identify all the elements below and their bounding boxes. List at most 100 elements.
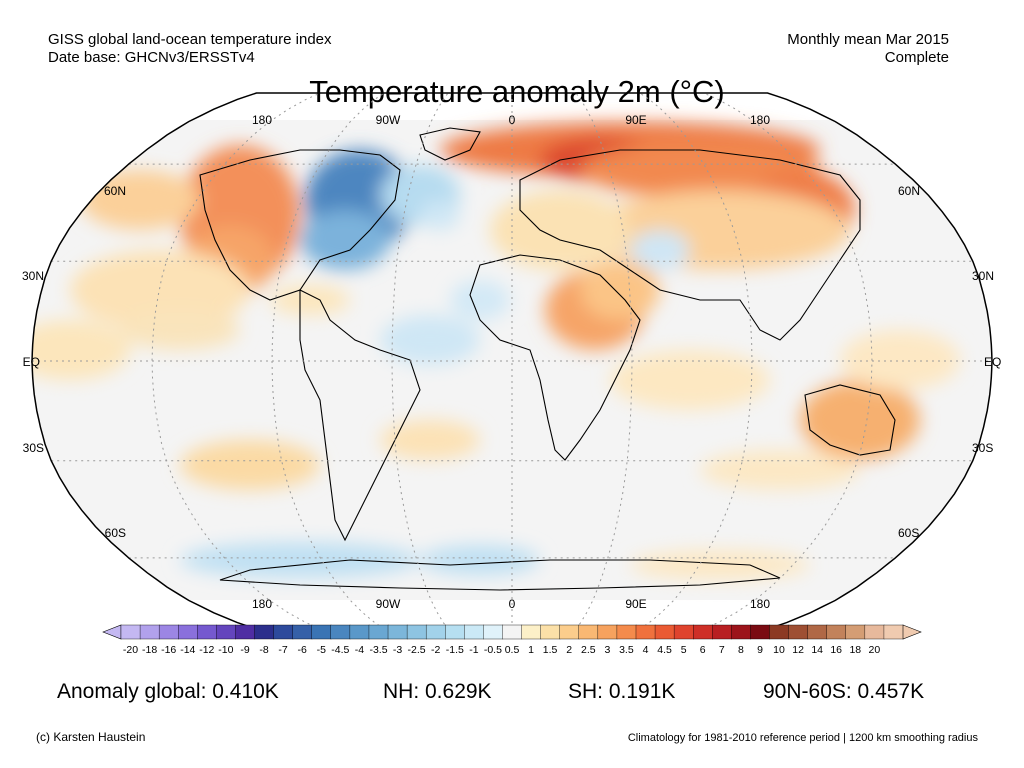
colorbar-tick-label: 1.5 xyxy=(543,644,558,656)
colorbar-swatch xyxy=(712,624,732,640)
colorbar-tick-label: -5 xyxy=(317,644,326,656)
colorbar-swatch xyxy=(139,624,160,640)
colorbar-swatch xyxy=(368,624,389,640)
lat-label-left: 60S xyxy=(105,526,126,540)
colorbar-swatch xyxy=(483,624,504,640)
colorbar-swatch xyxy=(788,624,809,640)
map-axis-labels: 180 90W 0 90E 180 180 90W 0 90E 180 60N … xyxy=(22,113,1001,611)
lat-label-left: 60N xyxy=(104,184,126,198)
graticule-meridian xyxy=(391,93,449,629)
climatology-note: Climatology for 1981-2010 reference peri… xyxy=(627,732,978,744)
lat-label-left: EQ xyxy=(23,355,40,369)
colorbar-tick-label: -3 xyxy=(393,644,402,656)
coastlines xyxy=(199,127,896,591)
colorbar-swatch xyxy=(292,624,313,640)
colorbar-swatch xyxy=(406,624,427,640)
colorbar-tick-label: -9 xyxy=(240,644,249,656)
colorbar-tick-label: 9 xyxy=(757,644,763,656)
colorbar-tick-label: 5 xyxy=(681,644,687,656)
region-anomaly: 90N-60S: 0.457K xyxy=(763,680,925,703)
colorbar-swatch xyxy=(120,624,141,640)
colorbar-tick-label: 18 xyxy=(849,644,861,656)
graticule-meridian xyxy=(271,93,385,629)
lon-label-top: 180 xyxy=(750,113,770,127)
lon-label-bottom: 90E xyxy=(625,597,646,611)
lat-label-right: EQ xyxy=(984,355,1001,369)
colorbar-tick-label: -4.5 xyxy=(331,644,349,656)
colorbar-tick-label: -8 xyxy=(259,644,268,656)
colorbar-tick-label: -20 xyxy=(123,644,138,656)
colorbar-tick-label: 3 xyxy=(604,644,610,656)
map-border xyxy=(31,92,993,630)
colorbar-tick-label: 14 xyxy=(811,644,823,656)
chart-title: Temperature anomaly 2m (°C) xyxy=(309,74,725,109)
database-label: Date base: GHCNv3/ERSSTv4 xyxy=(48,49,255,66)
colorbar-tick-label: 20 xyxy=(869,644,881,656)
lat-label-right: 60S xyxy=(898,526,919,540)
colorbar-swatch xyxy=(845,624,866,640)
colorbar-swatch xyxy=(216,624,237,640)
colorbar-swatch xyxy=(750,624,771,640)
colorbar-tick-label: -1.5 xyxy=(446,644,464,656)
colorbar-tick-label: 3.5 xyxy=(619,644,634,656)
colorbar-tick-label: -7 xyxy=(278,644,287,656)
colorbar-swatch xyxy=(540,624,561,640)
graticule-meridian xyxy=(575,93,633,629)
colorbar-tick-label: 10 xyxy=(773,644,785,656)
colorbar-tick-label: -16 xyxy=(161,644,176,656)
colorbar-swatch xyxy=(769,624,790,640)
colorbar-swatch xyxy=(502,624,523,640)
lon-label-top: 0 xyxy=(509,113,516,127)
colorbar-swatch xyxy=(235,624,256,640)
colorbar-swatch xyxy=(197,624,217,640)
colorbar-swatch xyxy=(521,624,542,640)
colorbar-swatch xyxy=(445,624,465,640)
colorbar-swatch xyxy=(330,624,351,640)
colorbar-swatch xyxy=(807,624,828,640)
dataset-title: GISS global land-ocean temperature index xyxy=(48,31,332,48)
nh-anomaly: NH: 0.629K xyxy=(383,680,492,703)
colorbar-tick-label: -18 xyxy=(142,644,157,656)
colorbar-max-arrow xyxy=(902,624,922,640)
colorbar-swatch xyxy=(254,624,275,640)
lon-label-bottom: 0 xyxy=(509,597,516,611)
lon-label-top: 180 xyxy=(252,113,272,127)
colorbar-swatch xyxy=(673,624,694,640)
colorbar-tick-label: 16 xyxy=(830,644,842,656)
colorbar-tick-label: 0.5 xyxy=(505,644,520,656)
global-anomaly: Anomaly global: 0.410K xyxy=(57,680,279,703)
colorbar-tick-label: 12 xyxy=(792,644,804,656)
colorbar-swatch xyxy=(654,624,675,640)
colorbar-tick-label: 2.5 xyxy=(581,644,596,656)
graticule-meridian xyxy=(703,93,873,629)
colorbar-swatch xyxy=(864,624,885,640)
colorbar-tick-label: 7 xyxy=(719,644,725,656)
lon-label-bottom: 90W xyxy=(376,597,401,611)
colorbar-swatch xyxy=(178,624,198,640)
colorbar-tick-label: -2 xyxy=(431,644,440,656)
colorbar-swatch xyxy=(597,624,618,640)
colorbar-tick-label: 6 xyxy=(700,644,706,656)
colorbar-tick-label: 4.5 xyxy=(657,644,672,656)
colorbar-tick-label: -2.5 xyxy=(408,644,426,656)
lon-label-top: 90W xyxy=(376,113,401,127)
colorbar-swatch xyxy=(731,624,752,640)
colorbar-min-arrow xyxy=(102,624,122,640)
colorbar-tick-label: 8 xyxy=(738,644,744,656)
colorbar-tick-label: -0.5 xyxy=(484,644,502,656)
status-label: Complete xyxy=(884,49,949,66)
colorbar-swatch xyxy=(578,624,599,640)
lon-label-bottom: 180 xyxy=(252,597,272,611)
colorbar-swatch xyxy=(158,624,179,640)
colorbar-swatch xyxy=(464,624,484,640)
lat-label-right: 30N xyxy=(972,269,994,283)
graticule-meridian xyxy=(639,93,753,629)
colorbar-swatch xyxy=(311,624,332,640)
credit-text: (c) Karsten Haustein xyxy=(36,730,146,744)
lat-label-right: 60N xyxy=(898,184,920,198)
colorbar-swatch xyxy=(826,624,847,640)
colorbar-tick-label: -12 xyxy=(199,644,214,656)
lon-label-top: 90E xyxy=(625,113,646,127)
colorbar-swatch xyxy=(387,624,408,640)
